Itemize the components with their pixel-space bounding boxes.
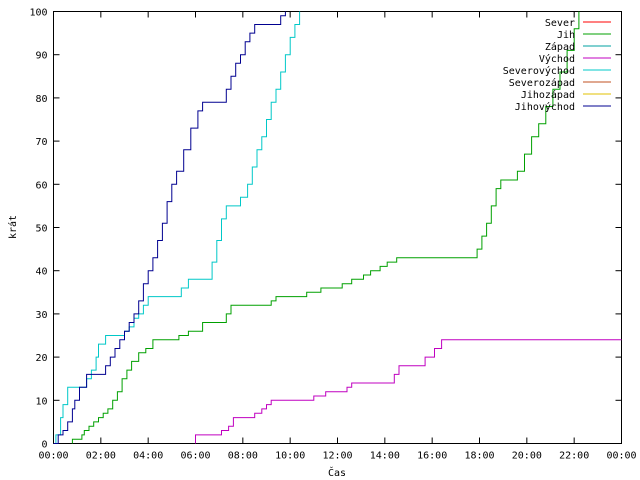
legend-label: Východ [539, 53, 575, 65]
x-tick-label: 02:00 [86, 451, 116, 462]
legend-label: Jihovýchod [515, 101, 575, 113]
series-line-Jih [71, 11, 580, 444]
y-tick-label: 90 [35, 51, 47, 62]
x-tick-label: 12:00 [322, 451, 352, 462]
y-tick-label: 80 [35, 94, 47, 105]
series-line-Severovýchod [53, 11, 301, 444]
y-axis-label: krát [7, 215, 19, 239]
legend-label: Jihozápad [521, 89, 575, 101]
legend: SeverJihZápadVýchodSeverovýchodSeverozáp… [503, 18, 611, 113]
x-tick-label: 18:00 [464, 451, 494, 462]
legend-label: Severovýchod [503, 65, 575, 77]
x-axis-label: Čas [328, 466, 346, 479]
y-tick-label: 0 [41, 440, 47, 451]
x-tick-label: 00:00 [606, 451, 636, 462]
axes-layer: 0 10 20 30 40 50 60 70 80 90 100 00:00 02:00 04:00 06:… [29, 8, 636, 462]
legend-label: Západ [545, 41, 575, 53]
series-line-Východ [195, 339, 622, 444]
x-tick-label: 04:00 [133, 451, 163, 462]
y-tick-label: 30 [35, 310, 47, 321]
series-layer [53, 11, 622, 444]
x-tick-label: 00:00 [38, 451, 68, 462]
x-tick-label: 08:00 [228, 451, 258, 462]
legend-label: Sever [545, 18, 575, 29]
y-tick-label: 50 [35, 224, 47, 235]
legend-label: Jih [557, 30, 575, 41]
y-tick-label: 100 [29, 8, 47, 19]
x-tick-label: 20:00 [512, 451, 542, 462]
x-tick-label: 10:00 [275, 451, 305, 462]
y-tick-label: 40 [35, 267, 47, 278]
legend-label: Severozápad [509, 77, 575, 89]
x-tick-label: 14:00 [370, 451, 400, 462]
y-tick-label: 60 [35, 180, 47, 191]
series-line-Jihovýchod [53, 11, 286, 444]
y-tick-label: 70 [35, 137, 47, 148]
y-tick-label: 20 [35, 353, 47, 364]
x-tick-label: 22:00 [559, 451, 589, 462]
x-tick-label: 16:00 [417, 451, 447, 462]
x-tick-label: 06:00 [180, 451, 210, 462]
y-tick-label: 10 [35, 396, 47, 407]
